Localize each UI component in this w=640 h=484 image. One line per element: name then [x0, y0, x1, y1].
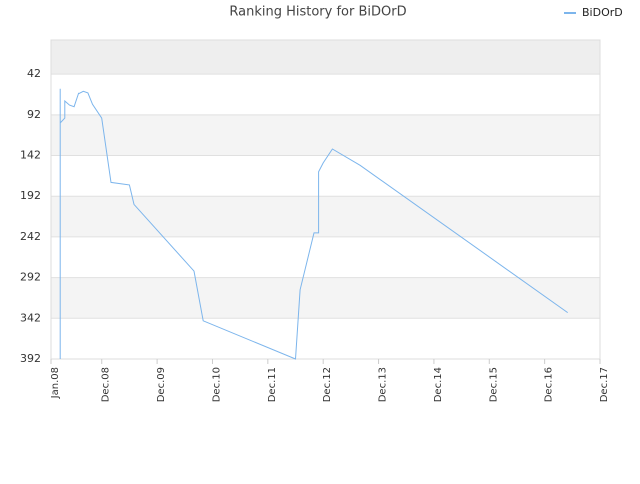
y-tick-label: 392 [20, 352, 41, 365]
band [51, 74, 600, 115]
y-tick-label: 142 [20, 149, 41, 162]
band [51, 40, 600, 75]
x-tick-label: Dec.11 [267, 367, 278, 402]
y-tick-label: 92 [27, 108, 41, 121]
band [51, 196, 600, 237]
x-tick-label: Dec.13 [378, 367, 389, 402]
x-tick-label: Dec.14 [433, 367, 444, 402]
band [51, 277, 600, 319]
x-tick-label: Dec.08 [101, 367, 112, 402]
x-tick-label: Dec.09 [156, 367, 167, 402]
line [59, 88, 568, 360]
y-tick-label: 292 [20, 271, 41, 284]
x-tick-label: Dec.16 [544, 367, 555, 402]
band [51, 155, 600, 197]
y-tick-label: 242 [20, 230, 41, 243]
y-tick-label: 192 [20, 189, 41, 202]
y-tick-label: 42 [27, 67, 41, 80]
band [51, 114, 600, 156]
chart-title: Ranking History for BiDOrD [229, 5, 406, 20]
x-tick-label: Dec.15 [488, 367, 499, 402]
y-tick-label: 342 [20, 311, 41, 324]
x-tick-label: Dec.17 [599, 367, 610, 402]
x-tick-label: Dec.12 [322, 367, 333, 402]
x-tick-label: Dec.10 [211, 367, 222, 402]
band [51, 236, 600, 278]
plot-border [50, 39, 601, 360]
band [51, 318, 600, 359]
x-tick-label: Jan.08 [50, 367, 61, 399]
legend-label: BiDOrD [582, 6, 623, 19]
